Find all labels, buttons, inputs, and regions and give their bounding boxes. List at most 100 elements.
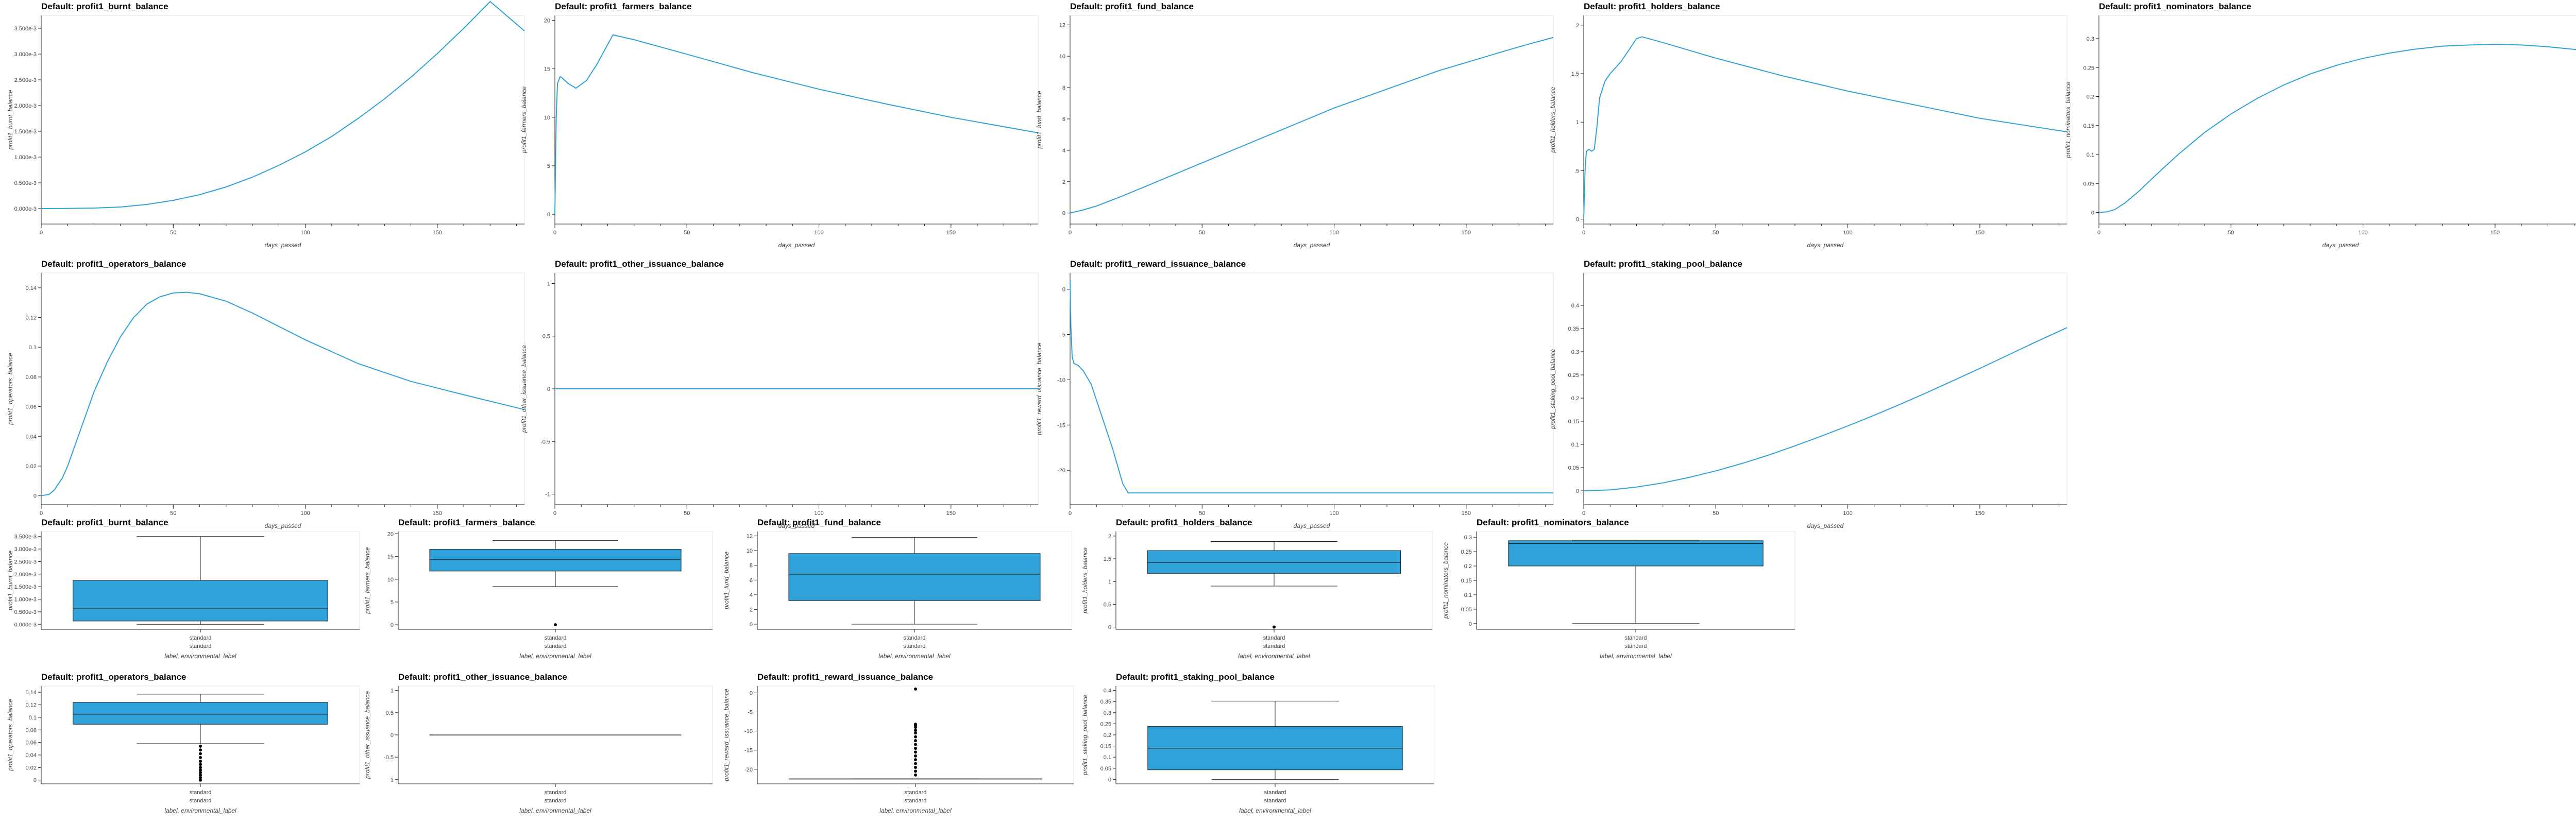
series-line	[2098, 44, 2576, 213]
y-tick-label: 0.2	[1104, 732, 1111, 739]
y-tick-label: 15	[544, 66, 550, 73]
x-tick-label: 0	[1582, 510, 1585, 517]
chart-title: Default: profit1_staking_pool_balance	[1116, 672, 1275, 682]
y-tick-label: 5	[391, 599, 394, 606]
y-axis-label: profit1_operators_balance	[7, 699, 14, 771]
outlier-point	[199, 760, 202, 763]
y-tick-label: -20	[1057, 468, 1065, 474]
y-tick-label: 4	[750, 592, 753, 598]
x-tick-label: 50	[1713, 510, 1719, 517]
y-tick-label: 2.000e-3	[14, 572, 37, 578]
outlier-point	[199, 744, 202, 748]
plot-frame	[41, 272, 525, 505]
y-tick-label: 1	[1576, 119, 1579, 126]
y-tick-label: 0.1	[2087, 152, 2094, 158]
y-tick-label: -5	[1060, 332, 1065, 338]
y-tick-label: 0	[1062, 211, 1065, 217]
x-tick-label: 100	[1329, 510, 1338, 517]
chart-panel-6: Default: profit1_other_issuance_balance -…	[520, 259, 1039, 529]
y-tick-label: 0.1	[1571, 442, 1579, 448]
chart-title: Default: profit1_operators_balance	[41, 672, 187, 682]
y-tick-label: 0	[33, 493, 37, 500]
chart-title: Default: profit1_reward_issuance_balance	[757, 672, 933, 682]
x-category-label: standard	[545, 789, 567, 796]
y-tick-label: 0	[1108, 777, 1111, 783]
y-tick-label: 2	[750, 607, 753, 613]
chart-panel-10: Default: profit1_farmers_balance 0 5 10 15 20…	[364, 518, 713, 660]
y-tick-label: 0	[750, 622, 753, 628]
chart-panel-13: Default: profit1_nominators_balance 0 0.05…	[1442, 518, 1795, 660]
y-tick-label: 12	[1059, 22, 1065, 28]
chart-title: Default: profit1_nominators_balance	[2099, 2, 2251, 11]
outlier-point	[914, 766, 917, 769]
x-tick-label: 50	[170, 230, 176, 236]
x-tick-label: 100	[1843, 230, 1852, 236]
x-axis-label: days_passed	[1807, 522, 1844, 529]
x-tick-label: 100	[814, 510, 823, 517]
x-tick-label: 100	[300, 510, 310, 517]
y-tick-label: -15	[744, 748, 753, 754]
x-tick-label: 50	[1199, 510, 1205, 517]
box-iqr	[73, 580, 328, 622]
outlier-point	[914, 687, 917, 691]
x-tick-label: 100	[1843, 510, 1852, 517]
x-subcategory-label: standard	[1264, 798, 1286, 804]
y-tick-label: 0.4	[1104, 688, 1111, 694]
y-tick-label: 3.000e-3	[14, 52, 37, 58]
y-tick-label: 0.04	[26, 752, 37, 759]
chart-panel-17: Default: profit1_staking_pool_balance 0 0.…	[1081, 672, 1435, 814]
y-tick-label: 0.1	[29, 345, 37, 351]
x-tick-label: 100	[300, 230, 310, 236]
chart-panel-4: Default: profit1_nominators_balance 0 0.05…	[2064, 2, 2576, 249]
x-tick-label: 50	[1199, 230, 1205, 236]
y-axis-label: profit1_farmers_balance	[364, 547, 371, 614]
x-tick-label: 0	[553, 230, 556, 236]
y-tick-label: .5	[1574, 168, 1579, 174]
y-tick-label: 0.3	[2087, 36, 2094, 42]
y-tick-label: -5	[748, 709, 753, 715]
y-tick-label: 0	[33, 778, 37, 784]
chart-title: Default: profit1_burnt_balance	[41, 2, 168, 11]
y-tick-label: 0.5	[1104, 602, 1111, 608]
y-tick-label: 1	[1108, 579, 1111, 585]
outlier-point	[199, 766, 202, 769]
x-axis-label: days_passed	[265, 242, 301, 249]
y-tick-label: 0.06	[26, 404, 37, 410]
outlier-point	[914, 773, 917, 777]
outlier-point	[914, 735, 917, 739]
y-tick-label: 0.25	[1461, 549, 1472, 555]
x-tick-label: 150	[1462, 510, 1471, 517]
y-tick-label: 0.25	[2083, 65, 2094, 71]
y-tick-label: 0.25	[1568, 372, 1579, 379]
y-tick-label: 15	[387, 554, 394, 560]
y-tick-label: 0	[1469, 621, 1472, 627]
outlier-point	[914, 731, 917, 735]
chart-panel-9: Default: profit1_burnt_balance 0.000e-3 0.…	[7, 518, 360, 660]
series-line	[554, 34, 1039, 215]
x-tick-label: 150	[1975, 230, 1985, 236]
outlier-point	[554, 623, 557, 627]
x-category-label: standard	[905, 789, 927, 796]
box-iqr	[788, 553, 1041, 601]
plot-frame	[41, 15, 525, 225]
series-line	[1070, 37, 1554, 214]
x-tick-label: 0	[40, 230, 43, 236]
series-line	[1583, 36, 2067, 219]
chart-title: Default: profit1_holders_balance	[1116, 518, 1252, 527]
x-axis-label: label, environmental_label	[164, 807, 236, 814]
y-tick-label: 0	[391, 622, 394, 628]
y-tick-label: 0	[750, 690, 753, 696]
y-tick-label: 6	[750, 577, 753, 583]
chart-panel-7: Default: profit1_reward_issuance_balance…	[1036, 259, 1554, 529]
y-tick-label: 20	[387, 531, 394, 537]
y-tick-label: 1.000e-3	[14, 154, 37, 161]
x-tick-label: 150	[433, 230, 442, 236]
y-tick-label: 1	[547, 281, 550, 287]
y-tick-label: 2.500e-3	[14, 559, 37, 565]
outlier-point	[199, 752, 202, 756]
outlier-point	[199, 768, 202, 772]
y-tick-label: 0.2	[1464, 563, 1472, 570]
x-tick-label: 50	[684, 510, 690, 517]
y-tick-label: 0.1	[29, 715, 37, 721]
y-tick-label: 0.2	[2087, 94, 2094, 100]
